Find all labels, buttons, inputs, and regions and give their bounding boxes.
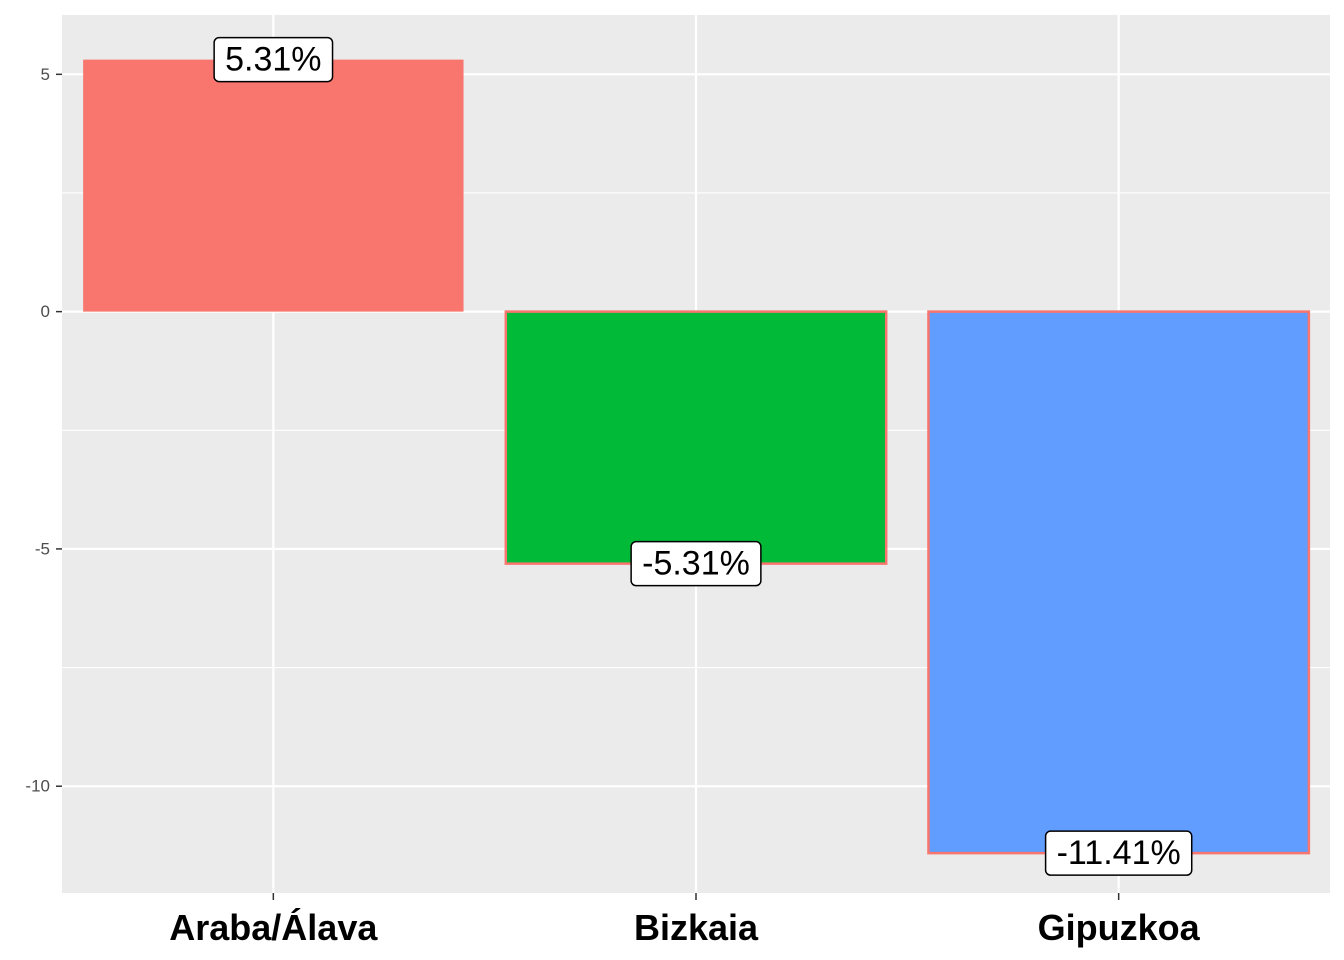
data-label: -11.41% [1044,830,1193,876]
bar-bizkaia [504,310,888,565]
data-label: 5.31% [213,36,334,83]
data-label-text: -5.31% [642,545,750,583]
y-axis: 5 0 -5 -10 [25,65,62,796]
x-tick-label: Gipuzkoa [1038,907,1201,948]
data-label: -5.31% [630,540,762,587]
y-tick-label: 5 [41,65,50,84]
x-tick-label: Bizkaia [634,907,759,948]
data-label-text: 5.31% [225,41,321,79]
bar-araba-lava [83,59,464,312]
x-axis: Araba/Álava Bizkaia Gipuzkoa [169,893,1201,948]
x-tick-label: Araba/Álava [169,907,378,948]
bar-gipuzkoa [927,310,1311,855]
data-labels: 5.31% -5.31% -11.41% [213,36,1193,876]
y-tick-label: -5 [35,539,50,558]
data-label-box [1044,830,1193,876]
data-label-text: -11.41% [1057,834,1181,872]
data-label-box [630,540,762,587]
data-label-box [213,36,334,83]
bars [83,59,1311,855]
y-tick-label: -10 [25,777,50,796]
y-tick-label: 0 [41,302,50,321]
